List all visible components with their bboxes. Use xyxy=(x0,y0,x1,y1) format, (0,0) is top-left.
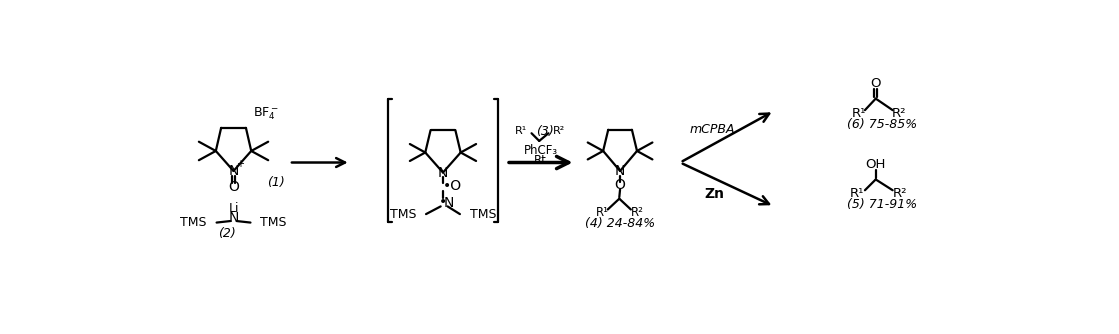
Text: TMS: TMS xyxy=(389,208,416,220)
Text: •O: •O xyxy=(443,179,462,193)
Text: R²: R² xyxy=(553,126,565,136)
Text: O: O xyxy=(228,180,239,194)
Text: N: N xyxy=(438,166,449,179)
Text: R¹: R¹ xyxy=(595,206,609,219)
Text: BF$_4^-$: BF$_4^-$ xyxy=(253,106,279,122)
Text: N: N xyxy=(228,164,238,178)
Text: •: • xyxy=(439,195,448,209)
Text: N: N xyxy=(444,196,454,210)
Text: Li: Li xyxy=(228,202,238,215)
Text: +: + xyxy=(236,159,244,169)
Text: N: N xyxy=(228,211,238,225)
Text: (2): (2) xyxy=(218,227,236,240)
Text: O: O xyxy=(871,77,881,91)
Text: R¹: R¹ xyxy=(852,107,866,120)
Text: R¹: R¹ xyxy=(515,126,527,136)
Text: R¹: R¹ xyxy=(850,187,864,200)
Text: R²: R² xyxy=(892,107,906,120)
Text: TMS: TMS xyxy=(470,208,497,220)
Text: TMS: TMS xyxy=(261,216,286,229)
Text: (1): (1) xyxy=(267,176,284,189)
Text: (3): (3) xyxy=(536,125,554,138)
Text: R²: R² xyxy=(631,206,643,219)
Text: N: N xyxy=(614,164,626,178)
Text: R²: R² xyxy=(893,187,908,200)
Text: PhCF₃: PhCF₃ xyxy=(524,145,558,157)
Text: (6) 75-85%: (6) 75-85% xyxy=(847,118,916,131)
Text: (4) 24-84%: (4) 24-84% xyxy=(585,217,655,230)
Text: (5) 71-91%: (5) 71-91% xyxy=(847,198,916,211)
Text: TMS: TMS xyxy=(180,216,207,229)
Text: O: O xyxy=(614,178,626,192)
Text: mCPBA: mCPBA xyxy=(689,123,735,136)
Text: Rt: Rt xyxy=(535,154,547,167)
Text: Zn: Zn xyxy=(705,187,725,201)
Text: OH: OH xyxy=(865,158,886,171)
